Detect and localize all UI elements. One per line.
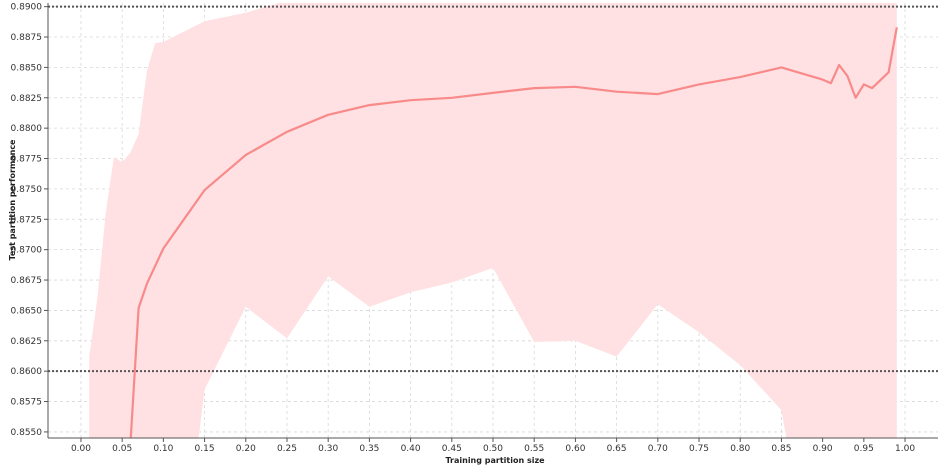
- x-tick-label: 0.30: [318, 444, 338, 454]
- x-tick-label: 0.60: [565, 444, 585, 454]
- x-tick-label: 0.15: [195, 444, 215, 454]
- x-tick-label: 0.45: [442, 444, 462, 454]
- y-tick-label: 0.8575: [11, 398, 43, 408]
- y-tick-label: 0.8600: [11, 367, 43, 377]
- y-tick-label: 0.8550: [11, 428, 43, 438]
- x-tick-label: 0.75: [689, 444, 709, 454]
- y-tick-label: 0.8800: [11, 124, 43, 134]
- x-tick-labels: 0.00 0.05 0.10 0.15 0.20 0.25 0.30 0.35 0.40 0.45…: [71, 444, 915, 454]
- x-tick-label: 0.05: [112, 444, 132, 454]
- x-tick-label: 0.85: [771, 444, 791, 454]
- y-tick-labels: 0.8550 0.8575 0.8600 0.8625 0.8650 0.8675 0.87…: [11, 3, 43, 438]
- x-axis-label: Training partition size: [445, 456, 545, 465]
- y-tick-label: 0.8750: [11, 185, 43, 195]
- y-tick-label: 0.8900: [11, 3, 43, 13]
- x-tick-label: 0.25: [277, 444, 297, 454]
- x-tick-label: 0.35: [359, 444, 379, 454]
- y-tick-label: 0.8775: [11, 155, 43, 165]
- reference-lines: [48, 5, 938, 373]
- x-tick-label: 0.10: [153, 444, 173, 454]
- confidence-band: [89, 3, 897, 438]
- x-tick-label: 0.80: [730, 444, 750, 454]
- y-axis-label: Test partition performance: [8, 139, 17, 261]
- x-tick-label: 0.40: [401, 444, 421, 454]
- y-tick-label: 0.8700: [11, 246, 43, 256]
- y-tick-label: 0.8675: [11, 276, 43, 286]
- x-tick-label: 1.00: [895, 444, 915, 454]
- axes: [44, 3, 938, 442]
- y-tick-label: 0.8875: [11, 33, 43, 43]
- y-tick-label: 0.8725: [11, 215, 43, 225]
- y-tick-label: 0.8650: [11, 306, 43, 316]
- confidence-band-area: [89, 3, 897, 438]
- series-lines: [129, 27, 898, 438]
- y-tick-label: 0.8850: [11, 63, 43, 73]
- x-tick-label: 0.90: [813, 444, 833, 454]
- y-tick-label: 0.8825: [11, 94, 43, 104]
- x-tick-label: 0.70: [648, 444, 668, 454]
- x-tick-label: 0.20: [236, 444, 256, 454]
- series-line: [129, 27, 898, 438]
- x-tick-label: 0.50: [483, 444, 503, 454]
- x-tick-label: 0.55: [524, 444, 544, 454]
- y-tick-label: 0.8625: [11, 337, 43, 347]
- x-tick-label: 0.65: [607, 444, 627, 454]
- x-tick-label: 0.00: [71, 444, 91, 454]
- x-tick-label: 0.95: [854, 444, 874, 454]
